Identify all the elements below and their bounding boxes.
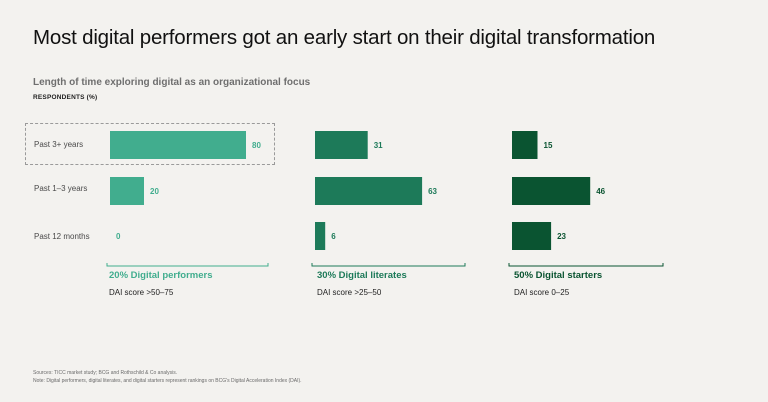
bar-performers-past-1-3-years bbox=[110, 177, 144, 205]
chart-subtitle: Length of time exploring digital as an o… bbox=[33, 77, 311, 88]
group-bracket-performers bbox=[106, 263, 269, 267]
footnote-note: Note: Digital performers, digital litera… bbox=[33, 378, 302, 384]
bar-literates-past-12-months bbox=[315, 222, 326, 250]
bar-starters-past-12-months bbox=[512, 222, 552, 250]
footnote-sources: Sources: TICC market study; BCG and Roth… bbox=[33, 370, 178, 376]
group-score-performers: DAI score >50–75 bbox=[109, 288, 174, 297]
bar-literates-past-1-3-years bbox=[315, 177, 423, 205]
bar-starters-past-3-years bbox=[512, 131, 538, 159]
group-score-literates: DAI score >25–50 bbox=[317, 288, 382, 297]
chart-title: Most digital performers got an early sta… bbox=[33, 26, 656, 49]
value-label-starters-past-12-months: 23 bbox=[557, 232, 566, 241]
highlight-box bbox=[25, 123, 275, 165]
group-bracket-literates bbox=[311, 263, 466, 267]
group-score-starters: DAI score 0–25 bbox=[514, 288, 570, 297]
value-label-starters-past-3-years: 15 bbox=[544, 141, 553, 150]
category-label-past-12-months: Past 12 months bbox=[34, 232, 90, 241]
category-label-past-1-3-years: Past 1–3 years bbox=[34, 184, 88, 193]
units-label: RESPONDENTS (%) bbox=[33, 94, 98, 101]
value-label-starters-past-1-3-years: 46 bbox=[596, 187, 605, 196]
group-bracket-starters bbox=[508, 263, 664, 267]
bar-starters-past-1-3-years bbox=[512, 177, 591, 205]
value-label-literates-past-1-3-years: 63 bbox=[428, 187, 437, 196]
value-label-literates-past-12-months: 6 bbox=[331, 232, 336, 241]
value-label-performers-past-12-months: 0 bbox=[116, 232, 121, 241]
value-label-literates-past-3-years: 31 bbox=[374, 141, 383, 150]
bar-literates-past-3-years bbox=[315, 131, 368, 159]
bar-performers-past-3-years bbox=[110, 131, 246, 159]
group-name-performers: 20% Digital performers bbox=[109, 270, 213, 281]
value-label-performers-past-3-years: 80 bbox=[252, 141, 261, 150]
group-name-starters: 50% Digital starters bbox=[514, 270, 603, 281]
group-name-literates: 30% Digital literates bbox=[317, 270, 407, 281]
category-label-past-3-years: Past 3+ years bbox=[34, 140, 84, 149]
value-label-performers-past-1-3-years: 20 bbox=[150, 187, 159, 196]
